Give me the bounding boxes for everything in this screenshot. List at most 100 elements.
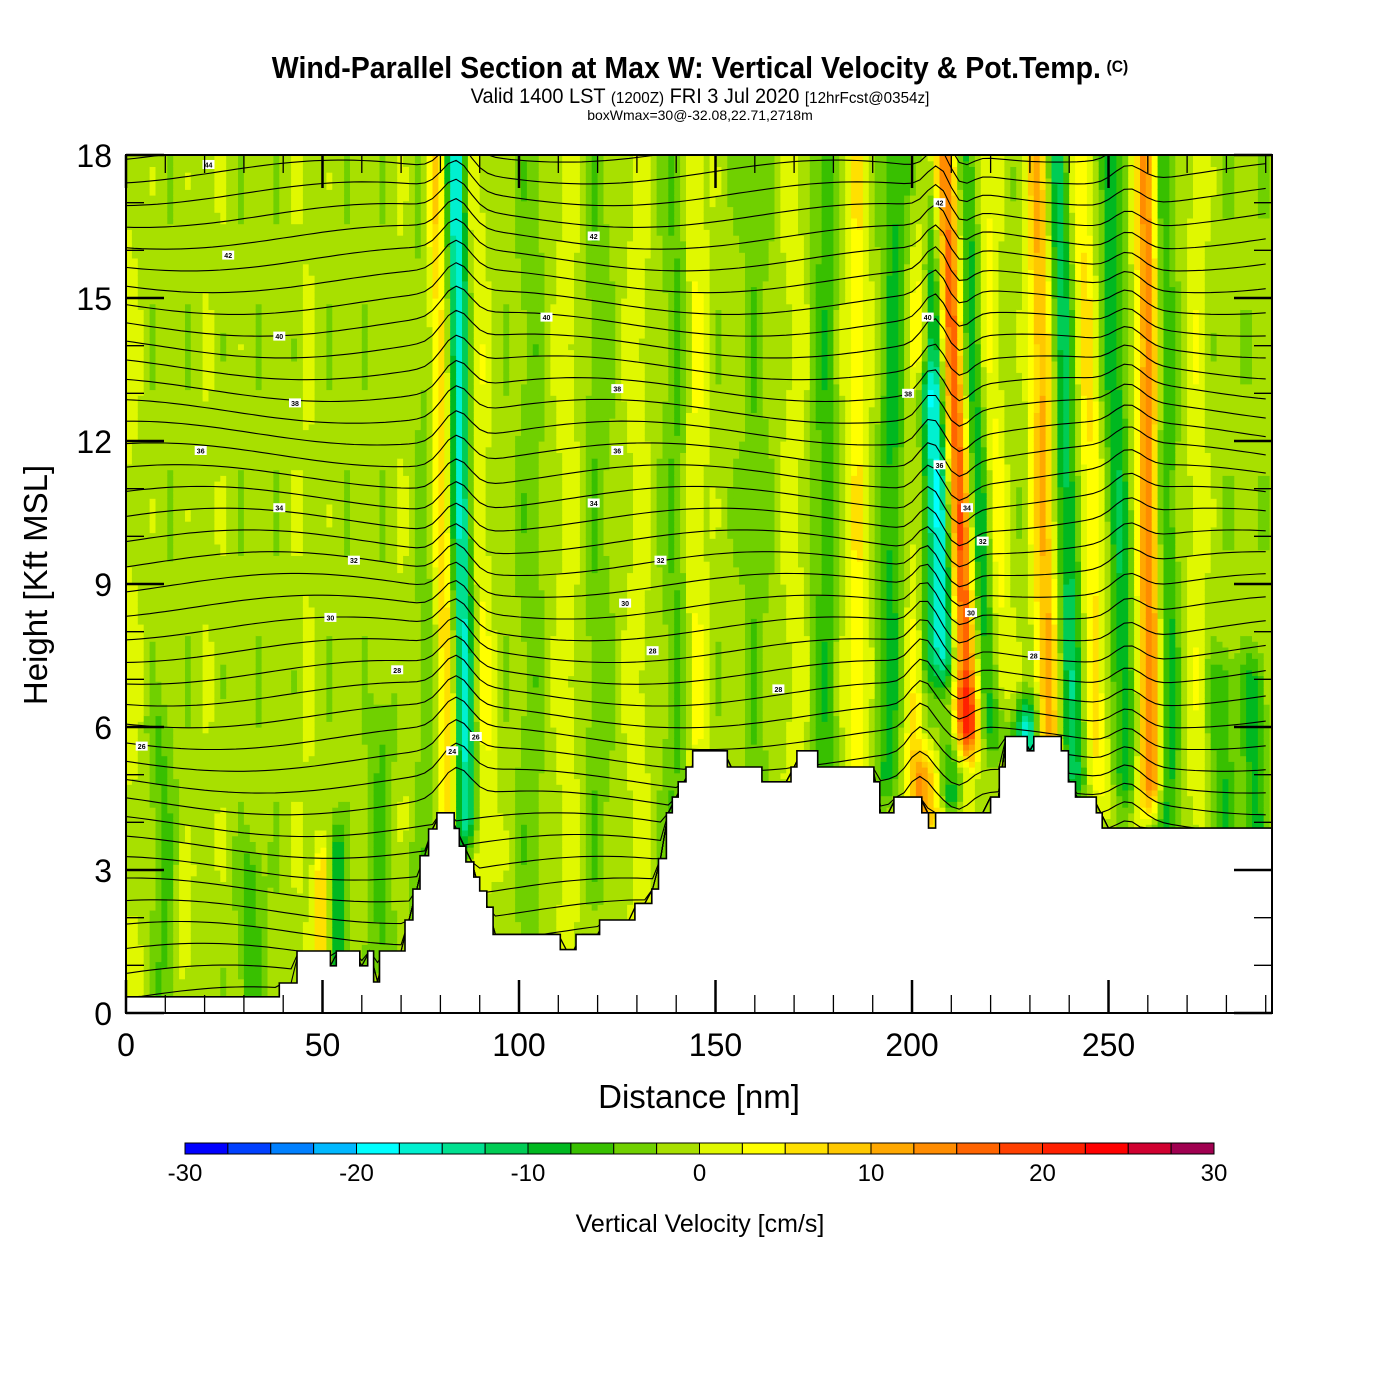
field-cell (208, 772, 215, 780)
field-cell (249, 338, 257, 345)
field-cell (291, 252, 298, 259)
field-cell (185, 641, 192, 648)
field-cell (185, 206, 192, 213)
field-cell (137, 269, 145, 276)
field-cell (279, 286, 286, 293)
field-cell (185, 652, 192, 659)
field-cell (155, 692, 162, 699)
field-cell (238, 824, 245, 831)
field-cell (208, 727, 215, 734)
field-cell (161, 360, 168, 368)
field-cell (143, 904, 151, 911)
field-cell (155, 338, 162, 345)
field-cell (279, 675, 286, 682)
field-cell (126, 864, 133, 871)
field-cell (131, 715, 139, 722)
field-cell (261, 435, 269, 442)
field-cell (202, 852, 210, 860)
field-cell (173, 595, 180, 602)
field-cell (196, 538, 204, 545)
field-cell (196, 298, 204, 305)
field-cell (155, 812, 162, 820)
field-cell (267, 795, 274, 802)
field-cell (155, 767, 162, 774)
field-cell (190, 378, 198, 385)
field-cell (249, 206, 257, 213)
field-cell (249, 738, 257, 745)
field-cell (249, 309, 257, 316)
field-cell (196, 778, 204, 785)
field-cell (261, 761, 269, 768)
field-cell (202, 830, 210, 837)
field-cell (155, 727, 162, 734)
field-cell (226, 566, 233, 574)
field-cell (261, 332, 269, 339)
field-cell (214, 452, 221, 459)
field-cell (291, 452, 298, 459)
field-cell (126, 160, 133, 167)
field-cell (273, 984, 280, 991)
field-cell (279, 812, 286, 820)
field-cell (202, 235, 210, 242)
field-cell (255, 841, 263, 848)
field-cell (149, 761, 157, 768)
field-cell (155, 698, 162, 705)
field-cell (214, 269, 221, 276)
field-cell (161, 795, 168, 802)
field-cell (173, 183, 180, 190)
field-cell (131, 492, 139, 499)
field-cell (285, 698, 292, 705)
field-cell (297, 212, 304, 219)
field-cell (291, 778, 298, 785)
field-cell (243, 704, 251, 711)
field-cell (173, 761, 180, 768)
field-cell (167, 601, 174, 608)
field-cell (279, 738, 286, 745)
field-cell (279, 709, 286, 717)
field-cell (161, 252, 168, 259)
field-cell (137, 978, 145, 985)
field-cell (131, 898, 139, 905)
field-cell (161, 538, 168, 545)
field-cell (267, 749, 274, 757)
field-cell (314, 618, 322, 625)
field-cell (273, 446, 280, 453)
field-cell (232, 326, 239, 333)
field-cell (196, 772, 204, 780)
field-cell (137, 412, 145, 419)
field-cell (267, 303, 274, 310)
field-cell (232, 532, 239, 539)
field-cell (149, 229, 157, 236)
field-cell (155, 269, 162, 276)
field-cell (179, 538, 186, 545)
field-cell (226, 263, 233, 270)
field-cell (214, 486, 221, 494)
field-cell (185, 904, 192, 911)
field-cell (279, 498, 286, 505)
field-cell (185, 229, 192, 236)
field-cell (273, 841, 280, 848)
field-cell (179, 715, 186, 722)
field-cell (314, 423, 322, 431)
field-cell (126, 263, 133, 270)
field-cell (208, 509, 215, 516)
field-cell (297, 492, 304, 499)
field-cell (267, 967, 274, 974)
field-cell (149, 881, 157, 888)
field-cell (232, 652, 239, 659)
field-cell (232, 973, 239, 980)
field-cell (302, 772, 310, 780)
field-cell (190, 458, 198, 465)
field-cell (220, 852, 227, 860)
field-cell (308, 463, 316, 471)
field-cell (214, 847, 221, 854)
field-cell (161, 326, 168, 333)
field-cell (190, 915, 198, 923)
field-cell (208, 269, 215, 276)
field-cell (161, 944, 168, 951)
field-cell (297, 452, 304, 459)
field-cell (126, 955, 133, 963)
field-cell (249, 406, 257, 413)
field-cell (297, 435, 304, 442)
field-cell (131, 847, 139, 854)
